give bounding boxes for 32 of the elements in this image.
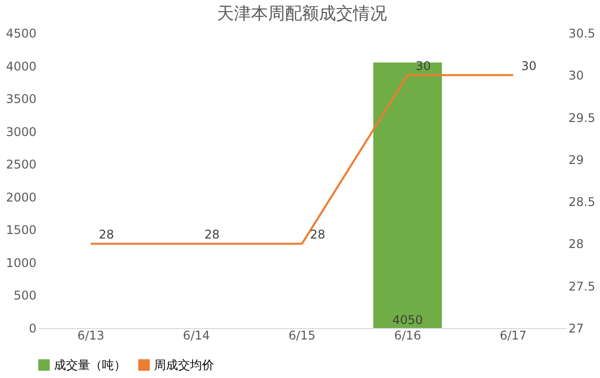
legend-label: 周成交均价 (154, 358, 214, 372)
y-tick-label: 2000 (6, 190, 36, 204)
y2-tick-label: 30 (568, 68, 584, 83)
y2-tick-label: 28 (568, 237, 584, 252)
y-tick-label: 4500 (6, 26, 36, 40)
y-tick-label: 1000 (6, 256, 36, 270)
y-tick-label: 1500 (6, 223, 36, 238)
data-label: 4050 (392, 313, 423, 327)
x-tick-label: 6/16 (394, 328, 422, 342)
legend-label: 成交量（吨） (54, 358, 126, 372)
y2-tick-label: 27.5 (568, 279, 596, 294)
data-label: 28 (98, 228, 114, 242)
data-label: 30 (416, 59, 431, 74)
y-tick-label: 0 (28, 322, 36, 336)
x-tick-label: 6/14 (182, 328, 210, 342)
x-tick-label: 6/17 (500, 328, 527, 342)
y-tick-label: 500 (14, 288, 36, 303)
y2-tick-label: 30.5 (568, 26, 596, 40)
y2-tick-label: 27 (568, 322, 584, 336)
x-tick-label: 6/13 (77, 328, 104, 342)
y2-tick-label: 29 (568, 152, 584, 167)
y-tick-label: 3000 (6, 124, 36, 139)
y-tick-label: 4000 (6, 59, 36, 74)
y2-tick-label: 28.5 (568, 195, 596, 210)
y-tick-label: 3500 (6, 92, 36, 106)
y-tick-label: 2500 (6, 158, 36, 172)
x-tick-label: 6/15 (288, 328, 316, 342)
y2-tick-label: 29.5 (568, 110, 596, 125)
data-label: 30 (521, 59, 536, 74)
data-label: 28 (204, 228, 220, 242)
data-label: 28 (310, 228, 326, 242)
chart-title: 天津本周配额成交情况 (217, 4, 387, 24)
